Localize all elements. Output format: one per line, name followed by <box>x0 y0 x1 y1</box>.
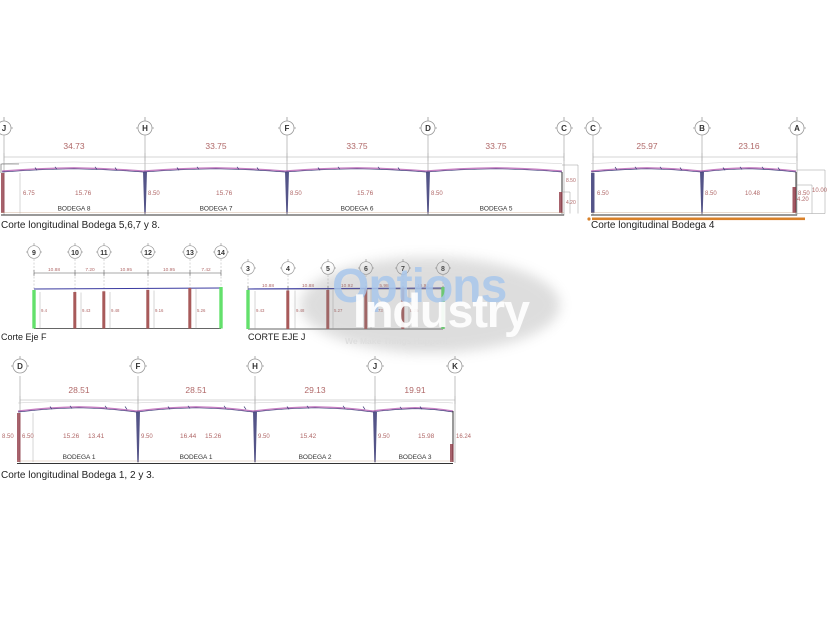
svg-text:33.75: 33.75 <box>485 141 507 151</box>
svg-text:9.50: 9.50 <box>258 434 270 440</box>
svg-text:BODEGA 6: BODEGA 6 <box>341 206 374 213</box>
svg-text:K: K <box>452 362 458 371</box>
svg-text:5.26: 5.26 <box>197 308 206 313</box>
svg-text:We Make Things Happen!: We Make Things Happen! <box>345 336 448 346</box>
svg-text:BODEGA 7: BODEGA 7 <box>200 206 233 213</box>
svg-text:15.76: 15.76 <box>75 190 92 197</box>
svg-text:33.75: 33.75 <box>205 141 227 151</box>
svg-text:H: H <box>252 362 258 371</box>
svg-text:BODEGA 2: BODEGA 2 <box>299 454 332 461</box>
svg-text:Corte longitudinal Bodega 1, 2: Corte longitudinal Bodega 1, 2 y 3. <box>1 470 154 481</box>
svg-text:A: A <box>794 124 800 133</box>
svg-text:3: 3 <box>246 266 250 273</box>
svg-text:25.97: 25.97 <box>636 141 658 151</box>
svg-text:BODEGA 1: BODEGA 1 <box>180 454 213 461</box>
svg-text:33.75: 33.75 <box>346 141 368 151</box>
svg-text:Corte longitudinal Bodega 4: Corte longitudinal Bodega 4 <box>591 220 715 231</box>
svg-text:F: F <box>285 124 290 133</box>
svg-text:CORTE EJE J: CORTE EJE J <box>248 332 305 342</box>
svg-text:34.73: 34.73 <box>63 141 85 151</box>
svg-text:15.76: 15.76 <box>216 190 233 197</box>
svg-text:D: D <box>425 124 431 133</box>
svg-text:8.50: 8.50 <box>705 191 717 197</box>
svg-text:13.41: 13.41 <box>88 433 105 440</box>
svg-text:15.26: 15.26 <box>63 433 80 440</box>
svg-text:23.16: 23.16 <box>738 141 760 151</box>
svg-text:10: 10 <box>71 250 79 257</box>
svg-text:28.51: 28.51 <box>68 385 90 395</box>
svg-text:J: J <box>2 124 6 133</box>
svg-text:D: D <box>17 362 23 371</box>
svg-text:C: C <box>590 124 596 133</box>
svg-text:9.50: 9.50 <box>378 434 390 440</box>
svg-text:Corte longitudinal Bodega 5,6,: Corte longitudinal Bodega 5,6,7 y 8. <box>1 220 160 231</box>
svg-text:11: 11 <box>100 250 108 257</box>
svg-text:9.4: 9.4 <box>41 308 48 313</box>
svg-text:8.50: 8.50 <box>566 178 576 184</box>
svg-text:8.50: 8.50 <box>431 191 443 197</box>
svg-text:BODEGA 8: BODEGA 8 <box>58 206 91 213</box>
svg-text:9.16: 9.16 <box>155 308 164 313</box>
svg-text:6.75: 6.75 <box>23 191 35 197</box>
svg-text:6.50: 6.50 <box>22 434 34 440</box>
svg-text:15.98: 15.98 <box>418 433 435 440</box>
svg-text:13: 13 <box>186 250 194 257</box>
svg-text:4: 4 <box>286 266 290 273</box>
svg-text:9.48: 9.48 <box>111 308 120 313</box>
svg-text:10.48: 10.48 <box>745 191 761 197</box>
svg-text:15.42: 15.42 <box>300 433 317 440</box>
svg-text:5: 5 <box>326 266 330 273</box>
svg-text:12: 12 <box>144 250 152 257</box>
svg-text:9.50: 9.50 <box>141 434 153 440</box>
svg-text:B: B <box>699 124 705 133</box>
svg-text:29.13: 29.13 <box>304 385 326 395</box>
svg-text:8.50: 8.50 <box>290 191 302 197</box>
svg-text:10.95: 10.95 <box>120 267 132 273</box>
svg-text:9: 9 <box>32 250 36 257</box>
svg-text:8.50: 8.50 <box>148 191 160 197</box>
svg-text:10.00: 10.00 <box>812 188 828 194</box>
svg-text:9.43: 9.43 <box>82 308 91 313</box>
svg-text:H: H <box>142 124 148 133</box>
svg-text:16.24: 16.24 <box>456 434 472 440</box>
svg-text:15.76: 15.76 <box>357 190 374 197</box>
svg-text:14: 14 <box>217 250 225 257</box>
svg-text:Industry: Industry <box>353 284 530 337</box>
svg-text:7.42: 7.42 <box>201 267 211 273</box>
svg-text:Corte Eje F: Corte Eje F <box>1 332 47 342</box>
svg-text:15.26: 15.26 <box>205 433 222 440</box>
svg-text:10.88: 10.88 <box>262 283 274 289</box>
svg-text:F: F <box>136 362 141 371</box>
svg-text:28.51: 28.51 <box>185 385 207 395</box>
svg-text:7.20: 7.20 <box>85 267 95 273</box>
svg-text:4.20: 4.20 <box>566 200 576 206</box>
svg-text:BODEGA 5: BODEGA 5 <box>480 206 513 213</box>
svg-text:4.20: 4.20 <box>797 197 809 203</box>
svg-text:BODEGA 1: BODEGA 1 <box>63 454 96 461</box>
svg-text:19.91: 19.91 <box>404 385 426 395</box>
svg-text:9.43: 9.43 <box>256 308 265 313</box>
svg-text:6.50: 6.50 <box>597 191 609 197</box>
svg-text:J: J <box>373 362 377 371</box>
svg-text:BODEGA 3: BODEGA 3 <box>399 454 432 461</box>
svg-text:16.44: 16.44 <box>180 433 197 440</box>
svg-text:10.88: 10.88 <box>48 267 60 273</box>
svg-text:8.50: 8.50 <box>2 434 14 440</box>
svg-text:C: C <box>561 124 567 133</box>
svg-text:10.95: 10.95 <box>163 267 175 273</box>
